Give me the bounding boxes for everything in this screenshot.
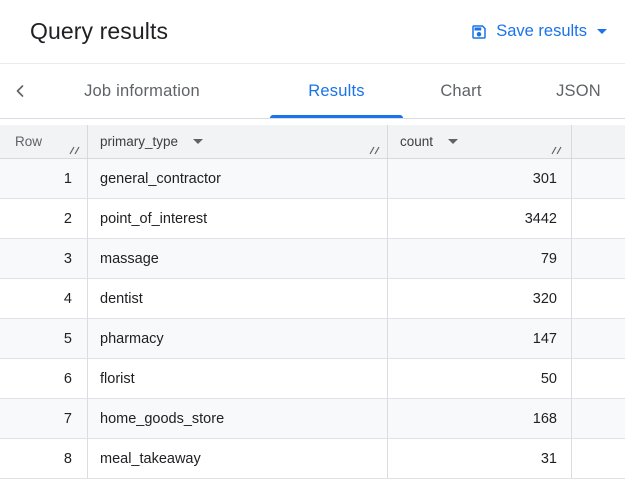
row-number-cell: 1 [0,159,88,198]
count-cell: 31 [388,439,572,478]
count-cell: 301 [388,159,572,198]
save-icon [470,23,488,41]
table-header-row: Row primary_type count [0,125,625,159]
row-number-cell: 2 [0,199,88,238]
primary-type-cell: dentist [88,279,388,318]
table-row: 7 home_goods_store 168 [0,399,625,439]
row-number-cell: 7 [0,399,88,438]
row-number-cell: 5 [0,319,88,358]
column-header-primary-type: primary_type [88,125,388,158]
count-cell: 79 [388,239,572,278]
empty-cell [572,239,625,278]
row-number-cell: 6 [0,359,88,398]
column-header-row: Row [0,125,88,158]
tab-label: Chart [440,81,482,100]
column-label: count [400,134,434,149]
tab-job-information[interactable]: Job information [47,64,237,118]
query-results-header: Query results Save results [0,0,625,64]
count-cell: 3442 [388,199,572,238]
count-cell: 50 [388,359,572,398]
empty-cell [572,439,625,478]
empty-cell [572,319,625,358]
table-row: 3 massage 79 [0,239,625,279]
back-button[interactable] [0,64,40,118]
empty-cell [572,279,625,318]
primary-type-cell: home_goods_store [88,399,388,438]
count-cell: 147 [388,319,572,358]
results-tab-bar: Job information Results Chart JSON [0,64,625,119]
tab-label: Job information [84,81,200,100]
empty-cell [572,199,625,238]
save-results-button[interactable]: Save results [466,16,611,47]
count-cell: 320 [388,279,572,318]
chevron-down-icon [597,29,607,34]
save-results-label: Save results [496,22,587,40]
table-row: 5 pharmacy 147 [0,319,625,359]
primary-type-cell: florist [88,359,388,398]
primary-type-cell: massage [88,239,388,278]
table-row: 6 florist 50 [0,359,625,399]
tab-json[interactable]: JSON [519,64,625,118]
empty-cell [572,359,625,398]
tab-results[interactable]: Results [270,64,403,118]
row-number-cell: 4 [0,279,88,318]
table-row: 1 general_contractor 301 [0,159,625,199]
column-header-count: count [388,125,572,158]
empty-cell [572,399,625,438]
column-label: primary_type [100,134,179,149]
empty-cell [572,159,625,198]
column-label: Row [15,134,43,149]
row-number-cell: 3 [0,239,88,278]
count-cell: 168 [388,399,572,438]
column-resize-handle[interactable] [369,145,380,155]
column-dropdown-icon[interactable] [448,139,459,144]
results-table: Row primary_type count [0,125,625,479]
tab-label: JSON [556,81,601,100]
column-header-spacer [572,125,625,158]
column-resize-handle[interactable] [69,145,80,155]
column-resize-handle[interactable] [551,145,562,155]
tab-chart[interactable]: Chart [403,64,519,118]
row-number-cell: 8 [0,439,88,478]
page-title: Query results [30,18,169,44]
primary-type-cell: pharmacy [88,319,388,358]
table-row: 2 point_of_interest 3442 [0,199,625,239]
column-dropdown-icon[interactable] [193,139,204,144]
table-row: 8 meal_takeaway 31 [0,439,625,479]
primary-type-cell: meal_takeaway [88,439,388,478]
primary-type-cell: general_contractor [88,159,388,198]
table-row: 4 dentist 320 [0,279,625,319]
tab-label: Results [308,81,365,100]
primary-type-cell: point_of_interest [88,199,388,238]
chevron-left-icon [10,81,30,101]
